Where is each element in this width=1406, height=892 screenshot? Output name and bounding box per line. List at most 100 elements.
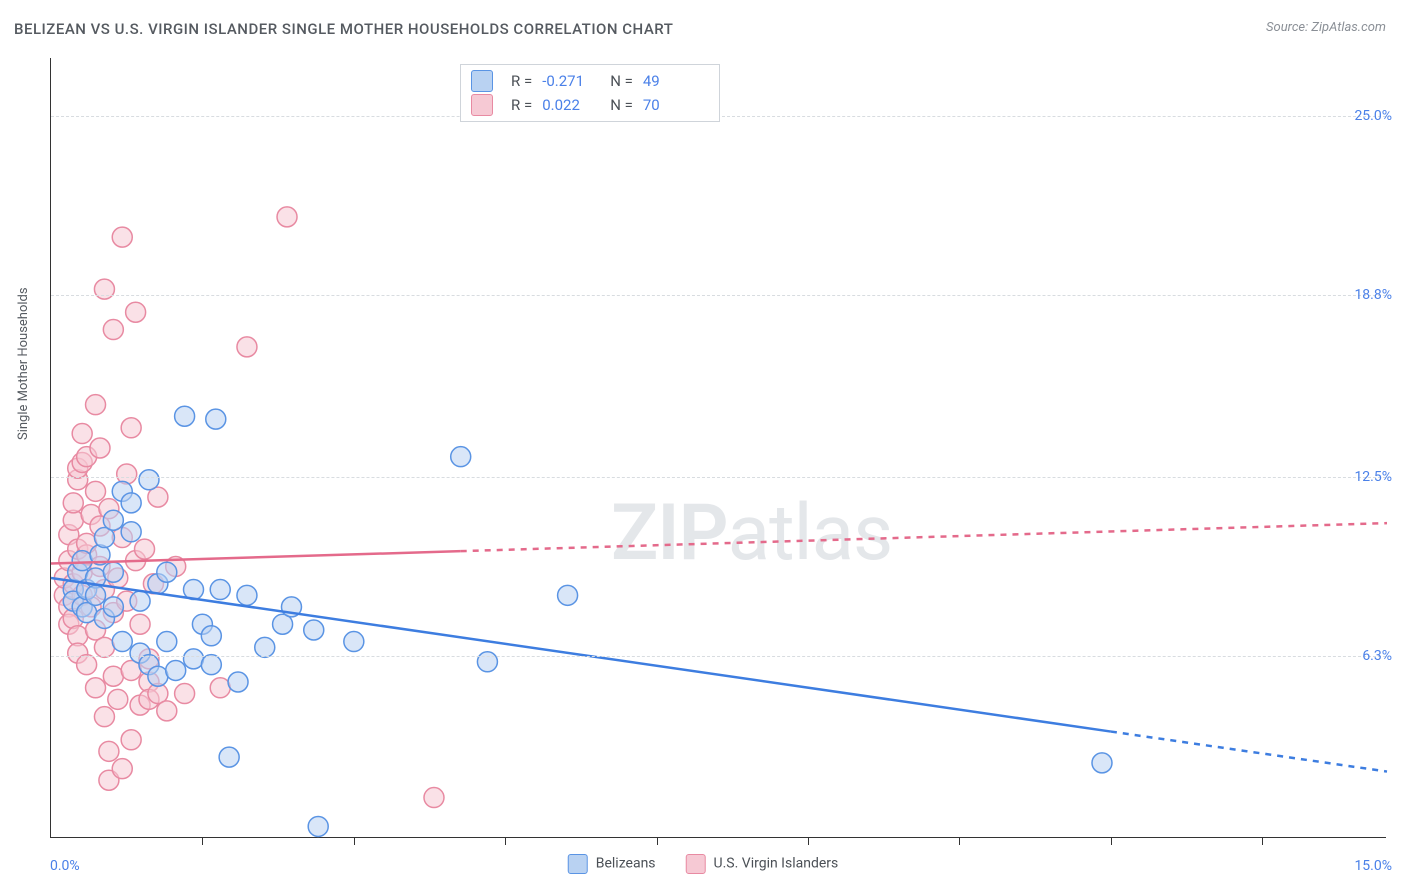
r-label: R = xyxy=(511,69,532,93)
point-series1 xyxy=(344,632,364,652)
point-series1 xyxy=(139,470,159,490)
point-series1 xyxy=(121,493,141,513)
legend-row-1: R = -0.271 N = 49 xyxy=(471,69,701,93)
point-series2 xyxy=(424,788,444,808)
point-series2 xyxy=(103,666,123,686)
trendline-series2-dashed xyxy=(461,523,1387,551)
gridline xyxy=(51,295,1386,296)
swatch-series2-bottom xyxy=(686,854,706,874)
x-tick xyxy=(657,837,658,845)
point-series2 xyxy=(135,539,155,559)
point-series2 xyxy=(72,424,92,444)
point-series1 xyxy=(210,580,230,600)
point-series1 xyxy=(103,510,123,530)
swatch-series1-bottom xyxy=(568,854,588,874)
point-series1 xyxy=(130,591,150,611)
point-series1 xyxy=(255,637,275,657)
y-tick-label: 25.0% xyxy=(1354,108,1392,124)
point-series2 xyxy=(86,481,106,501)
point-series1 xyxy=(201,626,221,646)
legend-label-1: Belizeans xyxy=(596,856,656,872)
point-series2 xyxy=(210,678,230,698)
point-series2 xyxy=(86,395,106,415)
point-series1 xyxy=(219,747,239,767)
point-series1 xyxy=(304,620,324,640)
point-series2 xyxy=(112,227,132,247)
point-series1 xyxy=(184,649,204,669)
y-tick-label: 18.8% xyxy=(1354,287,1392,303)
point-series1 xyxy=(103,562,123,582)
gridline xyxy=(51,477,1386,478)
point-series1 xyxy=(175,406,195,426)
point-series1 xyxy=(201,655,221,675)
point-series2 xyxy=(121,418,141,438)
point-series1 xyxy=(477,652,497,672)
point-series1 xyxy=(72,551,92,571)
chart-title: BELIZEAN VS U.S. VIRGIN ISLANDER SINGLE … xyxy=(14,20,673,38)
point-series2 xyxy=(277,207,297,227)
point-series2 xyxy=(99,741,119,761)
point-series1 xyxy=(157,562,177,582)
n-label: N = xyxy=(610,69,633,93)
series-legend: Belizeans U.S. Virgin Islanders xyxy=(568,854,839,874)
gridline xyxy=(51,656,1386,657)
y-axis-title: Single Mother Households xyxy=(16,287,31,440)
point-series2 xyxy=(103,320,123,340)
point-series1 xyxy=(237,585,257,605)
point-series1 xyxy=(103,597,123,617)
n-value-2: 70 xyxy=(643,93,701,117)
x-tick xyxy=(1262,837,1263,845)
y-tick-label: 12.5% xyxy=(1354,469,1392,485)
r-value-1: -0.271 xyxy=(542,69,600,93)
y-tick-label: 6.3% xyxy=(1362,648,1392,664)
point-series2 xyxy=(86,678,106,698)
point-series1 xyxy=(228,672,248,692)
point-series2 xyxy=(94,707,114,727)
legend-item-1: Belizeans xyxy=(568,854,656,874)
legend-row-2: R = 0.022 N = 70 xyxy=(471,93,701,117)
point-series2 xyxy=(94,637,114,657)
point-series1 xyxy=(112,632,132,652)
n-label: N = xyxy=(610,93,633,117)
point-series2 xyxy=(108,689,128,709)
point-series2 xyxy=(121,730,141,750)
point-series1 xyxy=(86,585,106,605)
x-tick xyxy=(1111,837,1112,845)
x-min-label: 0.0% xyxy=(50,858,80,874)
x-max-label: 15.0% xyxy=(1354,858,1392,874)
point-series1 xyxy=(308,816,328,836)
point-series2 xyxy=(63,493,83,513)
plot-area: ZIPatlas xyxy=(50,58,1386,838)
point-series2 xyxy=(157,701,177,721)
point-series1 xyxy=(121,522,141,542)
x-tick xyxy=(959,837,960,845)
chart-container: BELIZEAN VS U.S. VIRGIN ISLANDER SINGLE … xyxy=(0,0,1406,892)
legend-item-2: U.S. Virgin Islanders xyxy=(686,854,839,874)
legend-label-2: U.S. Virgin Islanders xyxy=(714,856,839,872)
point-series1 xyxy=(451,447,471,467)
point-series2 xyxy=(237,337,257,357)
x-tick xyxy=(202,837,203,845)
point-series1 xyxy=(166,660,186,680)
point-series1 xyxy=(157,632,177,652)
point-series2 xyxy=(94,279,114,299)
point-series2 xyxy=(77,655,97,675)
point-series2 xyxy=(90,438,110,458)
trendline-series1-dashed xyxy=(1111,732,1387,772)
r-label: R = xyxy=(511,93,532,117)
x-tick xyxy=(505,837,506,845)
swatch-series1 xyxy=(471,70,493,92)
point-series2 xyxy=(126,302,146,322)
source-label: Source: ZipAtlas.com xyxy=(1266,20,1386,35)
x-tick xyxy=(808,837,809,845)
r-value-2: 0.022 xyxy=(542,93,600,117)
point-series2 xyxy=(130,614,150,634)
point-series1 xyxy=(206,409,226,429)
point-series1 xyxy=(148,666,168,686)
point-series1 xyxy=(1092,753,1112,773)
plot-svg xyxy=(51,58,1386,837)
point-series2 xyxy=(112,759,132,779)
point-series1 xyxy=(558,585,578,605)
trendline-series2-solid xyxy=(51,551,461,563)
n-value-1: 49 xyxy=(643,69,701,93)
